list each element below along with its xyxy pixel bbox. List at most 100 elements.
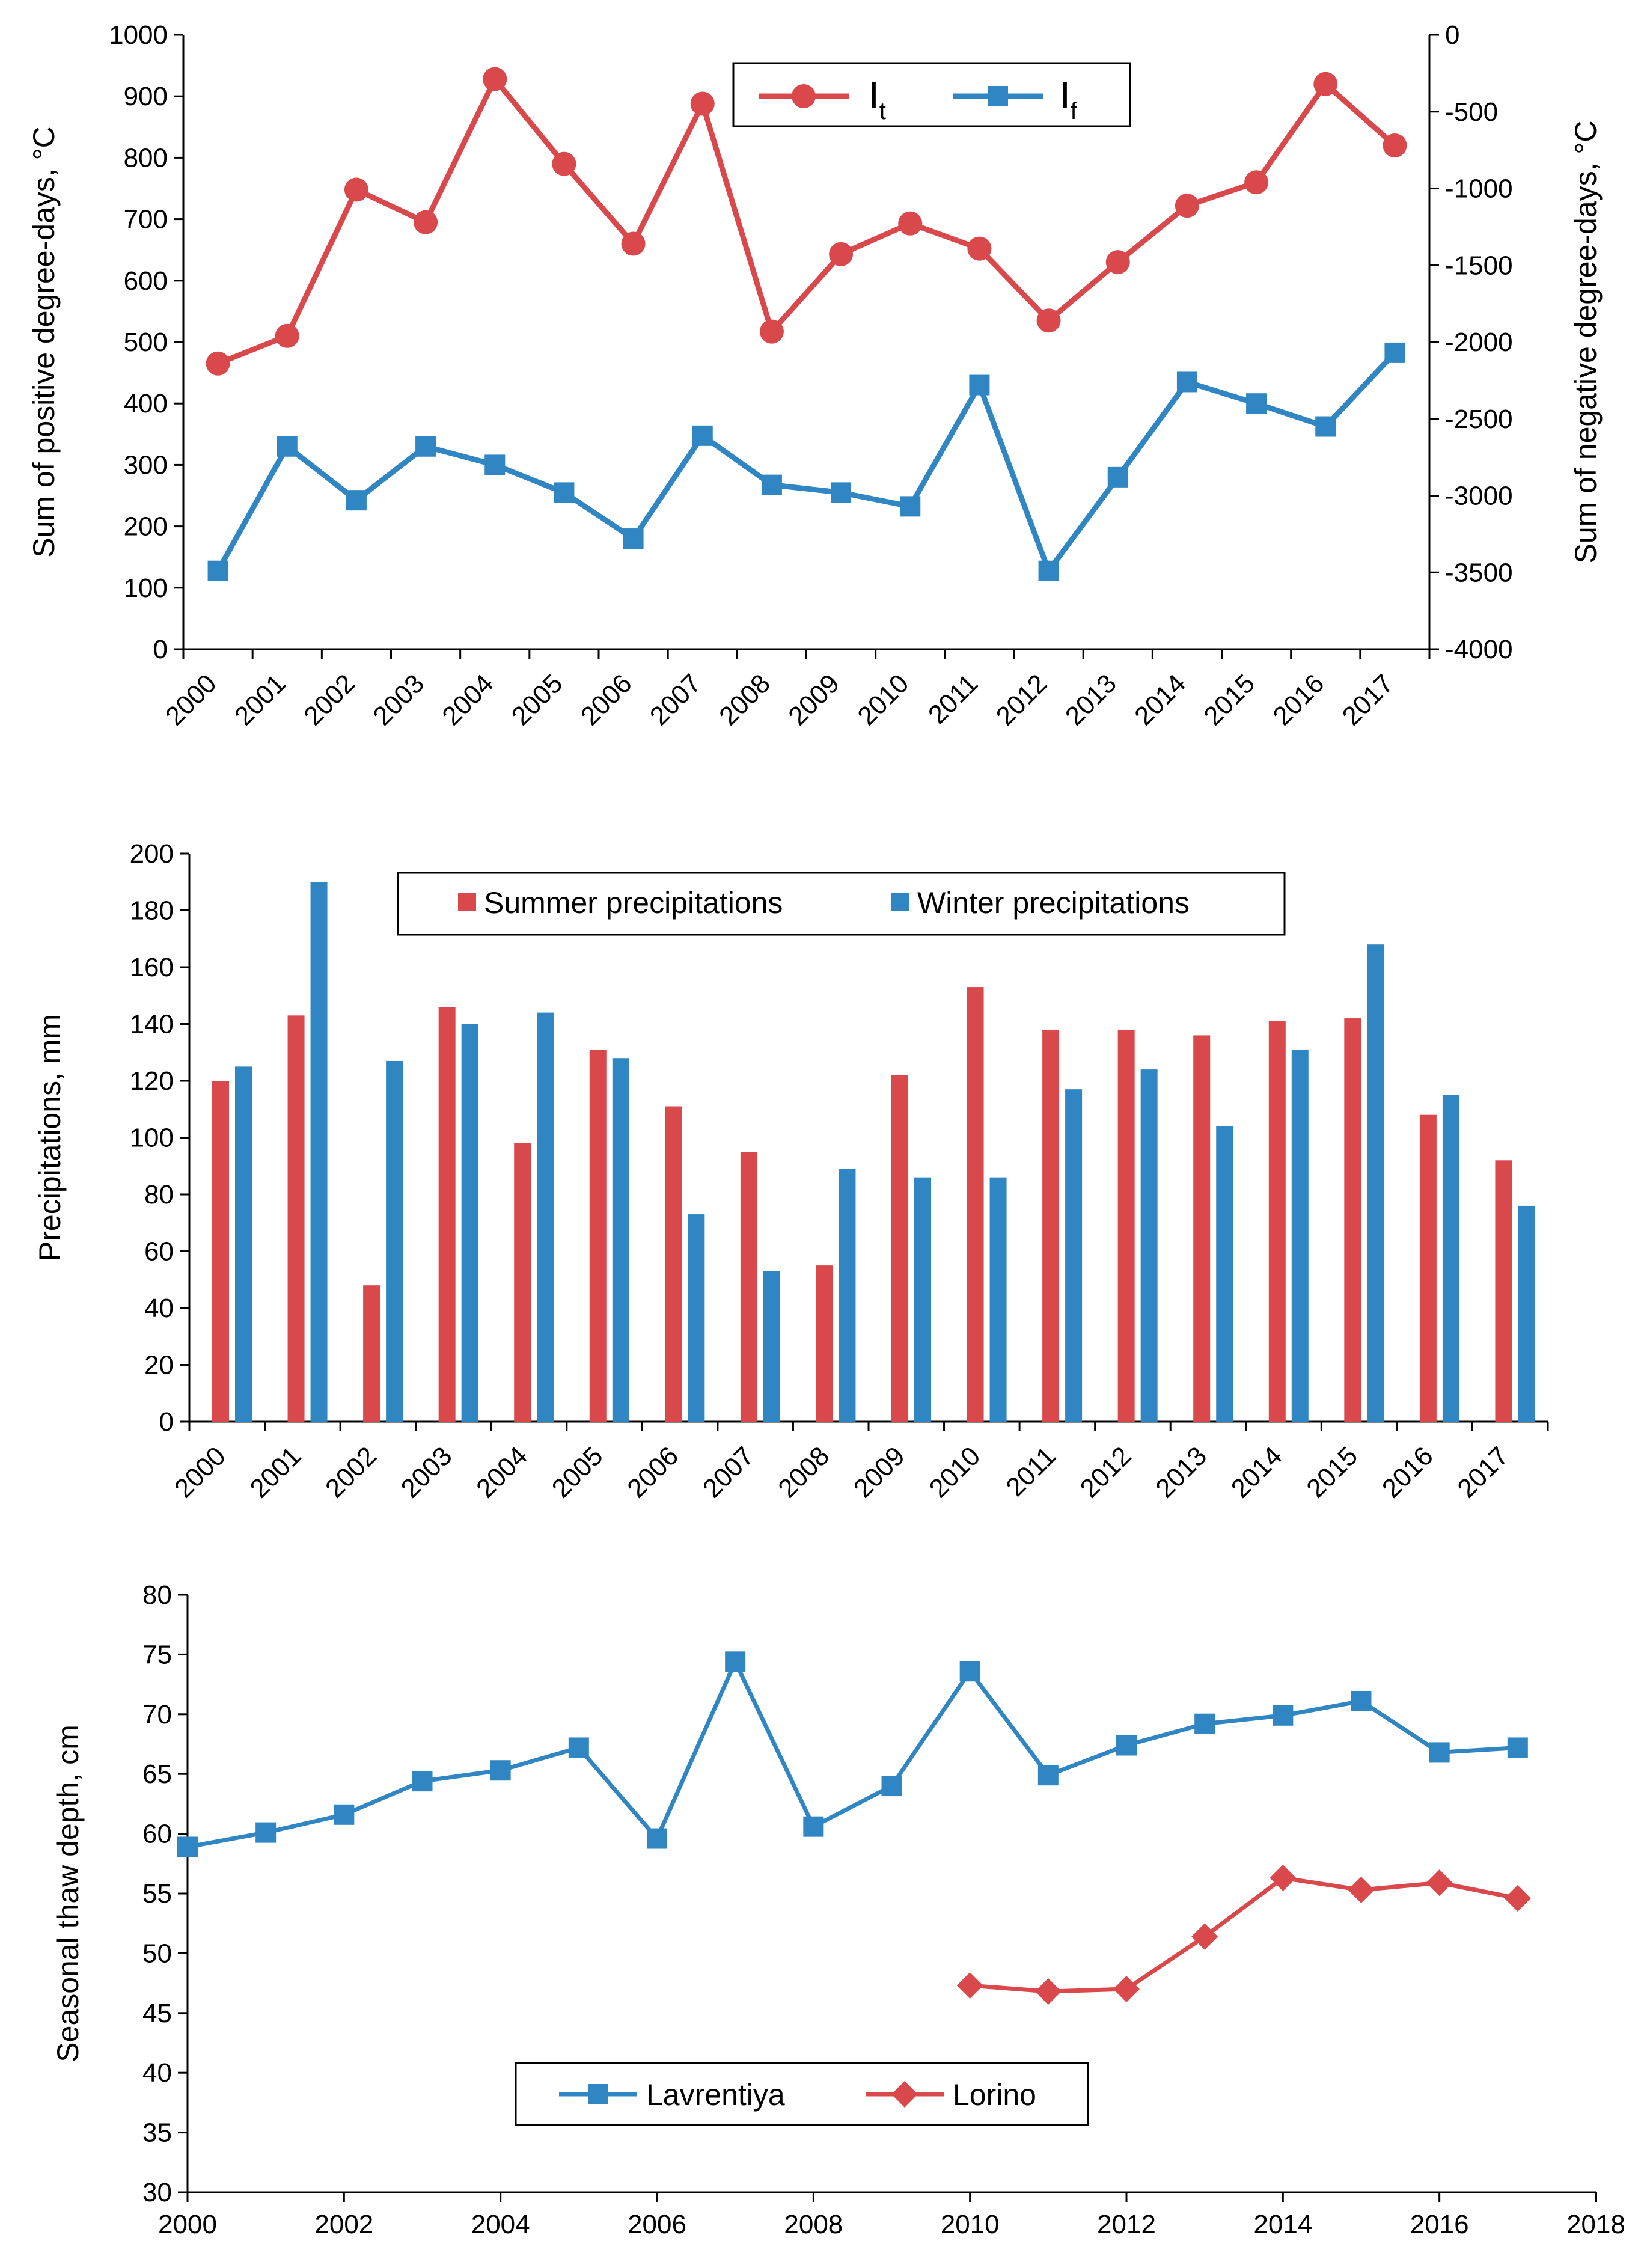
data-point bbox=[1426, 1869, 1453, 1897]
legend: Summer precipitations Winter precipitatio… bbox=[397, 872, 1286, 936]
legend: It If bbox=[732, 62, 1131, 127]
data-point bbox=[346, 490, 367, 511]
x-tick-label: 2003 bbox=[396, 1441, 458, 1503]
bar bbox=[1344, 1018, 1361, 1422]
bar bbox=[1042, 1029, 1060, 1422]
data-point bbox=[414, 210, 438, 234]
y-tick-label: 0 bbox=[159, 1407, 174, 1437]
series-Winter precipitations bbox=[235, 882, 1535, 1422]
x-tick-label: 2018 bbox=[1566, 2210, 1625, 2239]
bar bbox=[1518, 1205, 1535, 1422]
legend-entry: Summer precipitations bbox=[458, 886, 783, 920]
legend-entry: If bbox=[953, 73, 1078, 124]
y-tick-label: 500 bbox=[124, 328, 168, 357]
y-tick-label: 160 bbox=[130, 953, 174, 982]
data-point bbox=[1504, 1884, 1531, 1912]
x-tick-label: 2002 bbox=[320, 1441, 382, 1503]
x-tick-label: 2011 bbox=[923, 668, 984, 730]
y-tick-label: 120 bbox=[130, 1066, 174, 1096]
bar bbox=[589, 1050, 607, 1422]
y-tick-label: 45 bbox=[142, 1999, 172, 2028]
legend-label: If bbox=[1060, 73, 1078, 124]
data-point bbox=[967, 236, 992, 261]
data-point bbox=[1383, 133, 1407, 157]
x-tick-label: 2007 bbox=[644, 668, 707, 731]
data-point bbox=[275, 323, 299, 348]
data-point bbox=[1116, 1735, 1137, 1756]
x-tick-label: 2000 bbox=[160, 668, 222, 731]
panel-degree-days: 0 100 200 300 400 500 600 700 800 900 1000 0 -500 -10… bbox=[27, 20, 1603, 731]
x-tick-label: 2008 bbox=[772, 1441, 835, 1503]
data-point bbox=[725, 1651, 746, 1672]
data-point bbox=[206, 351, 230, 376]
x-tick-label: 2006 bbox=[622, 1441, 684, 1503]
series-Summer precipitations bbox=[212, 987, 1512, 1422]
y-tick-label: 50 bbox=[142, 1939, 172, 1968]
data-point bbox=[1176, 371, 1197, 393]
bar bbox=[740, 1152, 757, 1422]
bar bbox=[438, 1007, 456, 1422]
y-right-tick-label: 0 bbox=[1445, 20, 1459, 50]
series-line bbox=[215, 350, 1397, 574]
data-point bbox=[803, 1816, 824, 1837]
x-tick-label: 2008 bbox=[784, 2210, 843, 2239]
series-line bbox=[970, 1875, 1518, 1994]
x-tick-label: 2002 bbox=[298, 668, 361, 731]
x-tick-label: 2016 bbox=[1410, 2210, 1469, 2239]
y-tick-label: 700 bbox=[124, 205, 168, 234]
x-tick-label: 2006 bbox=[628, 2210, 686, 2239]
bar bbox=[967, 987, 984, 1422]
y-right-tick-label: -500 bbox=[1445, 97, 1498, 127]
legend-swatch-marker bbox=[891, 2081, 918, 2108]
data-point bbox=[1244, 170, 1269, 195]
x-tick-label: 2014 bbox=[1129, 668, 1191, 731]
bar bbox=[363, 1285, 380, 1422]
bar bbox=[891, 1075, 908, 1422]
x-tick-label: 2010 bbox=[924, 1441, 986, 1503]
x-tick-label: 2004 bbox=[471, 1441, 533, 1503]
x-tick-label: 2014 bbox=[1253, 2210, 1312, 2239]
y-tick-label: 900 bbox=[124, 82, 168, 111]
x-tick-label: 2013 bbox=[1060, 668, 1122, 731]
y-tick-label: 600 bbox=[124, 266, 168, 296]
x-tick-label: 2009 bbox=[783, 668, 845, 731]
legend-swatch-marker bbox=[588, 2084, 608, 2104]
x-tick-label: 2007 bbox=[697, 1441, 760, 1503]
y-tick-label: 100 bbox=[130, 1123, 174, 1153]
data-point bbox=[690, 91, 715, 116]
x-tick-label: 2013 bbox=[1150, 1441, 1212, 1503]
x-tick-label: 2016 bbox=[1377, 1441, 1439, 1503]
legend-label: Winter precipitations bbox=[917, 886, 1190, 920]
y-tick-label: 1000 bbox=[109, 20, 168, 50]
y-tick-label: 65 bbox=[142, 1759, 172, 1789]
data-point bbox=[898, 211, 923, 236]
legend: Lavrentiya Lorino bbox=[515, 2062, 1089, 2126]
x-tick-label: 2012 bbox=[1075, 1441, 1137, 1503]
x-tick-label: 2016 bbox=[1267, 668, 1330, 731]
y-tick-label: 200 bbox=[124, 512, 168, 542]
y-tick-label: 800 bbox=[124, 143, 168, 173]
y-tick-label: 40 bbox=[144, 1294, 174, 1323]
legend-label: Lorino bbox=[953, 2078, 1036, 2112]
data-point bbox=[334, 1804, 355, 1825]
data-point bbox=[956, 1972, 983, 1999]
bar bbox=[914, 1177, 931, 1422]
bar bbox=[1442, 1095, 1459, 1422]
series-line bbox=[216, 76, 1397, 366]
x-tick-label: 2001 bbox=[229, 668, 292, 731]
bar bbox=[537, 1012, 554, 1422]
x-tick-label: 2015 bbox=[1198, 668, 1260, 731]
x-tick-label: 2006 bbox=[575, 668, 638, 731]
data-point bbox=[647, 1828, 667, 1849]
bar bbox=[1495, 1160, 1512, 1422]
bar bbox=[816, 1265, 833, 1422]
x-tick-label: 2005 bbox=[546, 1441, 609, 1503]
bar bbox=[665, 1106, 682, 1422]
legend-swatch-marker bbox=[988, 86, 1008, 106]
y-tick-label: 75 bbox=[142, 1640, 172, 1669]
data-point bbox=[1037, 1765, 1059, 1786]
bar bbox=[1268, 1021, 1286, 1422]
data-point bbox=[415, 436, 436, 457]
